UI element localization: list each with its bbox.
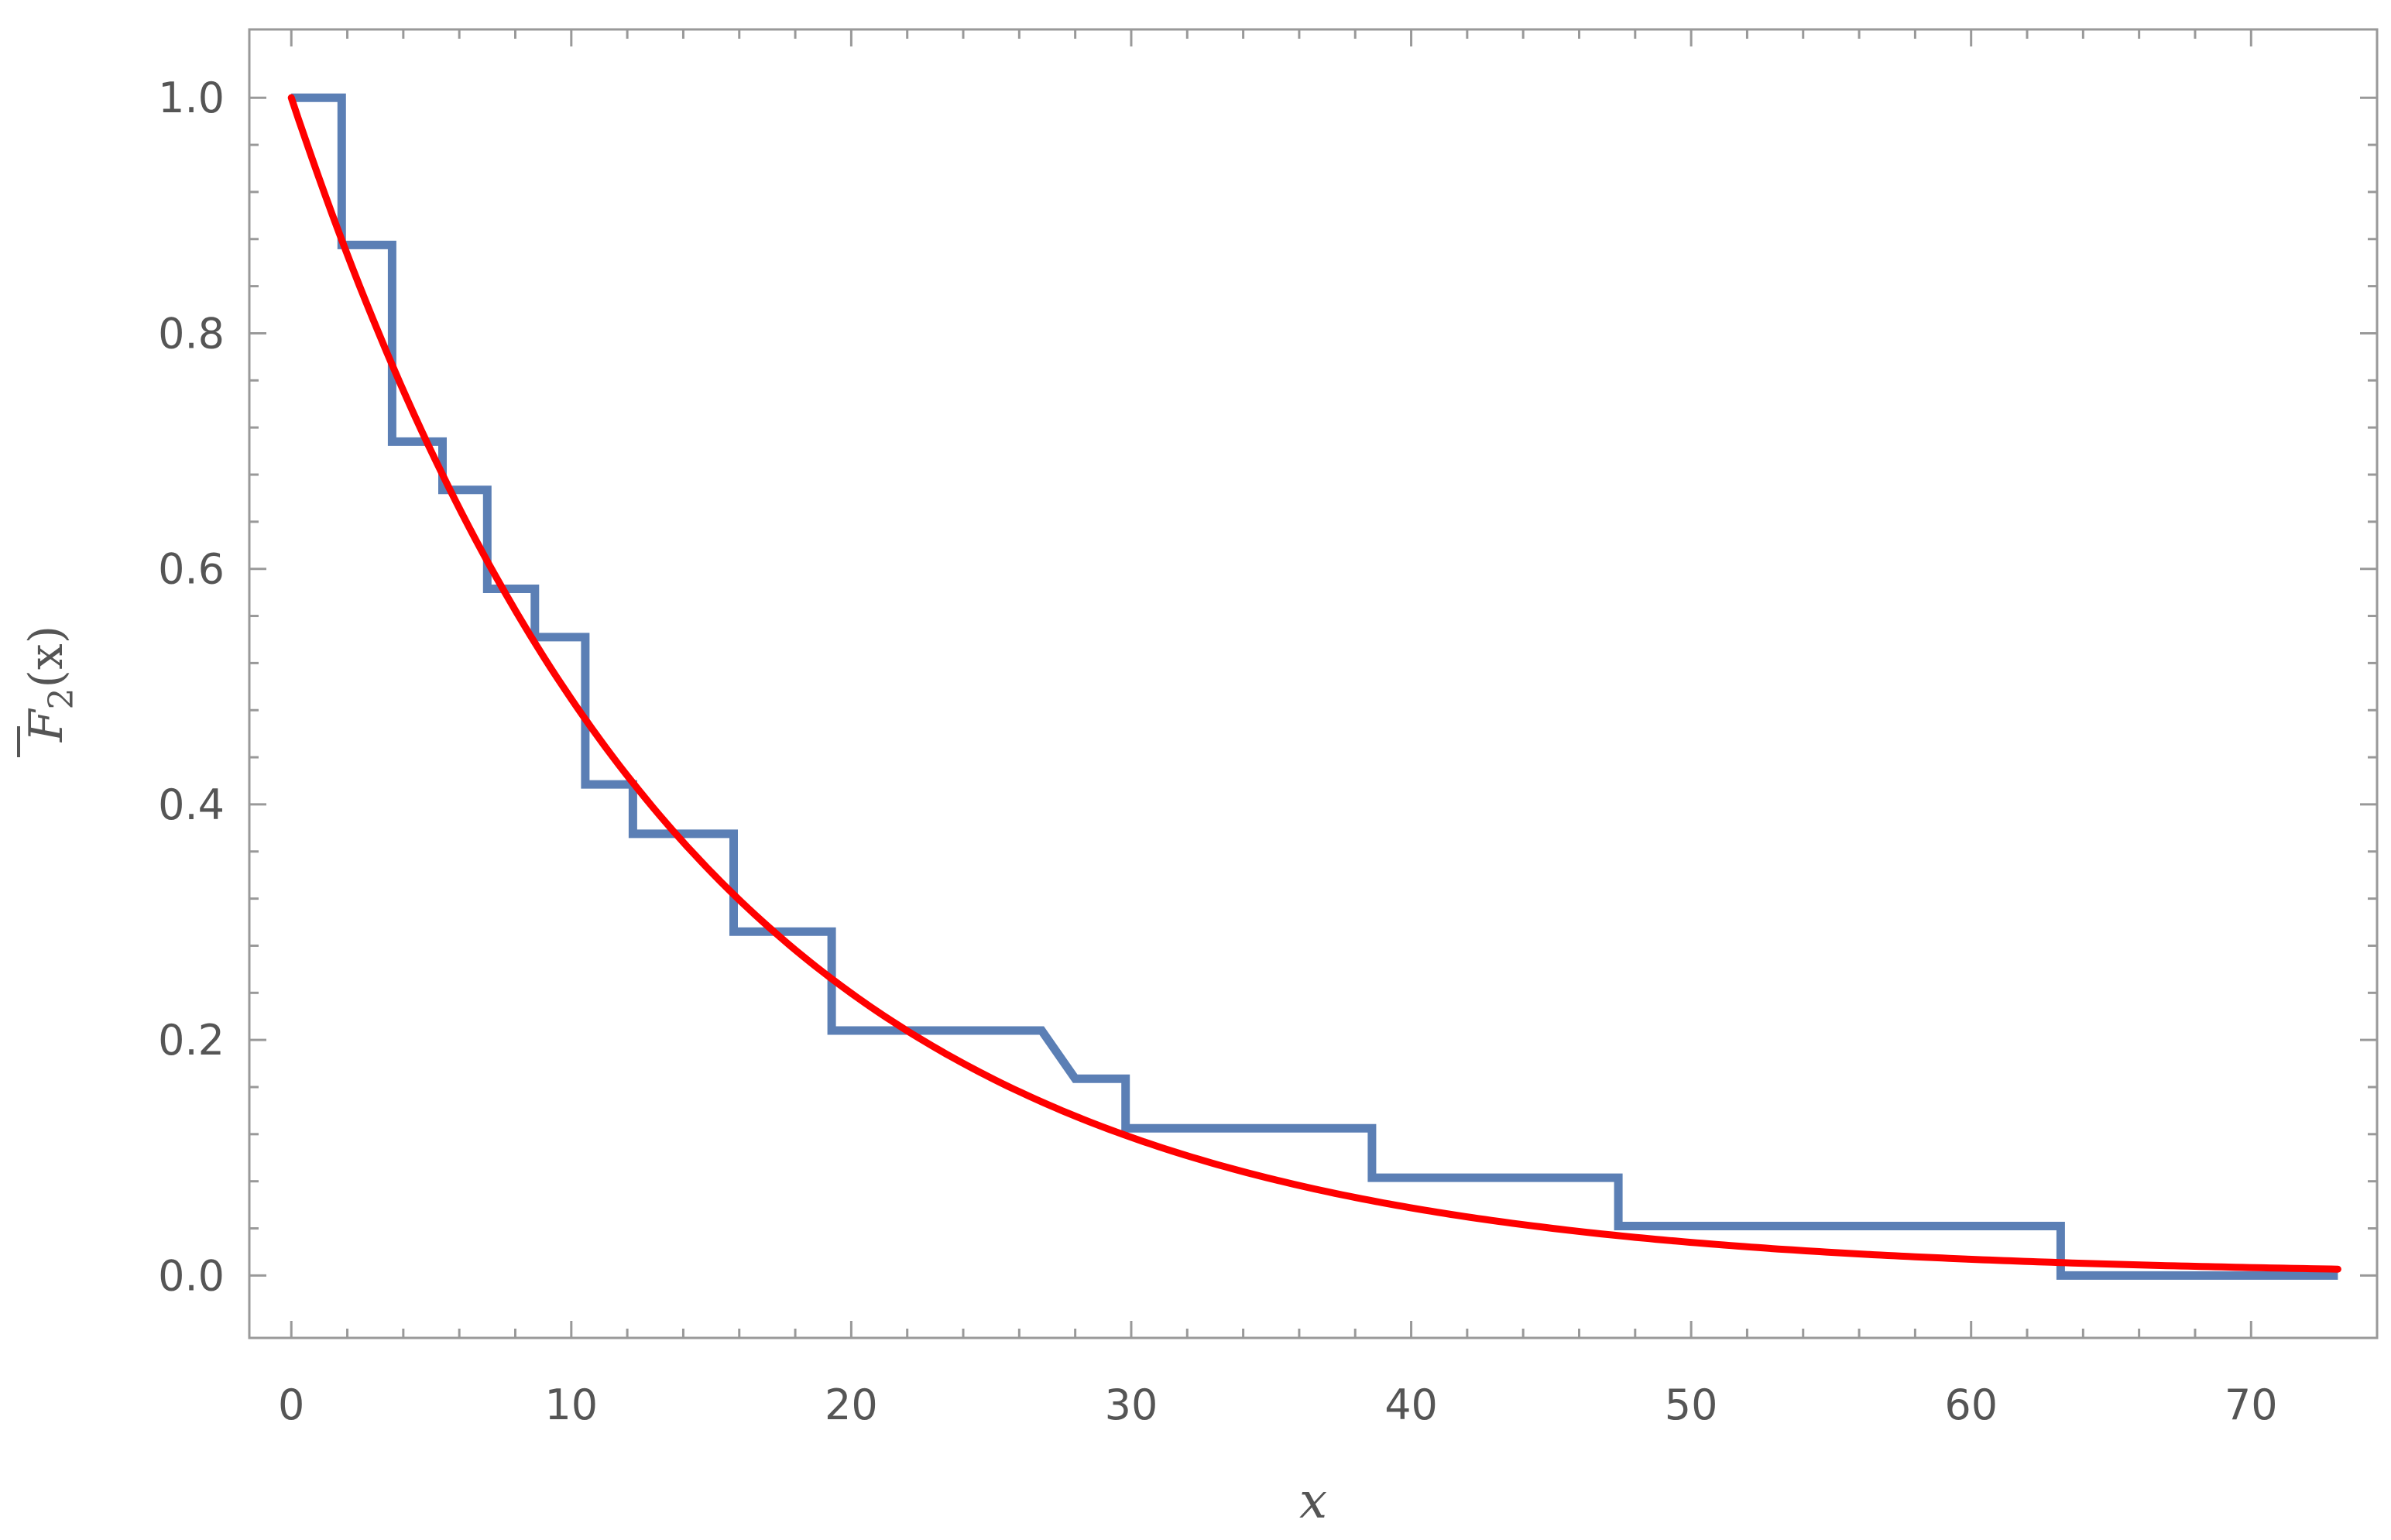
y-axis-label: F2(x) — [17, 626, 81, 757]
y-axis-label-argument: (x) — [19, 626, 74, 688]
x-axis-label: x — [1299, 1473, 1327, 1530]
y-tick-label: 0.4 — [158, 780, 225, 829]
y-tick-label: 0.8 — [158, 309, 225, 358]
y-tick-label: 1.0 — [158, 74, 225, 122]
x-tick-label: 60 — [1944, 1381, 1998, 1429]
axis-ticks — [249, 29, 2377, 1338]
plot-frame — [248, 28, 2379, 1339]
x-tick-label: 50 — [1665, 1381, 1718, 1429]
x-tick-labels: 0 10 20 30 40 50 60 70 — [278, 1381, 2278, 1429]
y-tick-labels: 0.0 0.2 0.4 0.6 0.8 1.0 — [158, 74, 225, 1300]
step-series-line — [291, 93, 2338, 1280]
x-tick-label: 0 — [278, 1381, 304, 1429]
y-tick-label: 0.2 — [158, 1016, 225, 1065]
y-axis-label-subscript: 2 — [42, 688, 81, 710]
x-tick-label: 20 — [825, 1381, 878, 1429]
svg-text:F2(x): F2(x) — [19, 626, 81, 743]
x-tick-label: 70 — [2225, 1381, 2278, 1429]
y-tick-label: 0.6 — [158, 545, 225, 594]
x-tick-label: 10 — [544, 1381, 598, 1429]
x-tick-label: 40 — [1384, 1381, 1438, 1429]
smooth-curve-line — [287, 94, 2341, 1273]
x-tick-label: 30 — [1105, 1381, 1158, 1429]
y-tick-label: 0.0 — [158, 1251, 225, 1300]
y-axis-label-symbol: F — [19, 708, 74, 743]
